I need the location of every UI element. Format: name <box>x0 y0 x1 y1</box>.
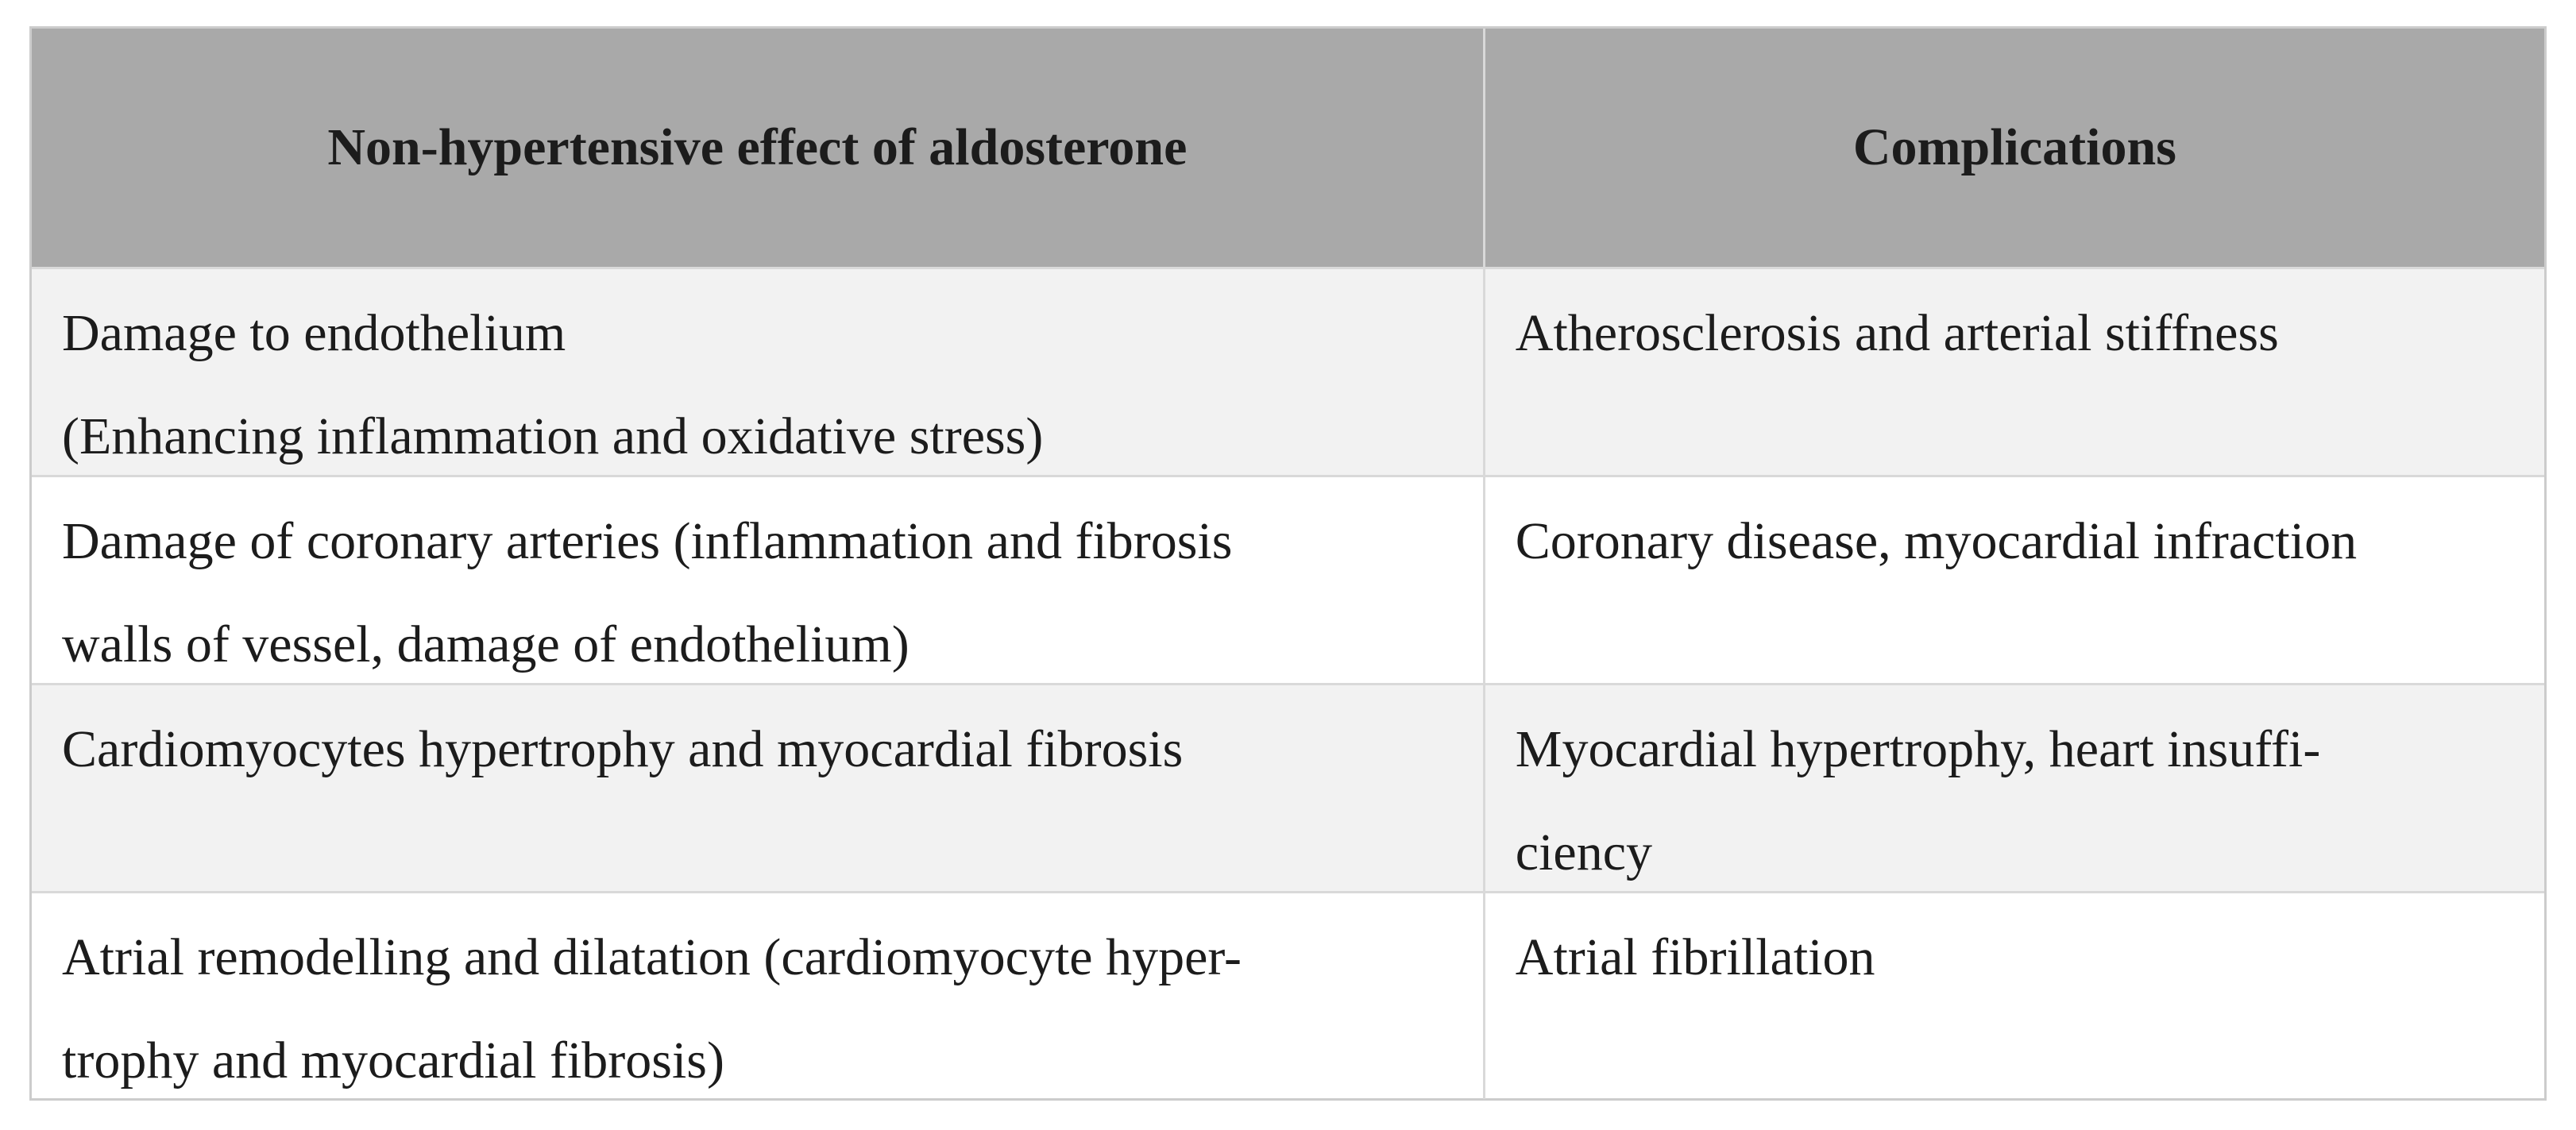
complication-cell: Myocardial hypertrophy, heart insuffi- c… <box>1485 685 2544 891</box>
column-header-complications: Complications <box>1852 118 2176 176</box>
complication-text: Coronary disease, myocardial infraction <box>1515 512 2358 570</box>
complication-cell: Coronary disease, myocardial infraction <box>1485 477 2544 683</box>
complication-text: Atrial fibrillation <box>1515 928 1875 986</box>
effect-cell: Cardiomyocytes hypertrophy and myocardia… <box>32 685 1485 891</box>
table-header-row: Non-hypertensive effect of aldosterone C… <box>32 29 2544 267</box>
effect-text: trophy and myocardial fibrosis) <box>62 1032 724 1090</box>
complication-text: ciency <box>1515 823 1652 881</box>
effect-text: Damage of coronary arteries (inflammatio… <box>62 512 1233 570</box>
column-header-effect: Non-hypertensive effect of aldosterone <box>32 29 1485 267</box>
table-row: Damage to endothelium (Enhancing inflamm… <box>32 267 2544 475</box>
complication-cell: Atherosclerosis and arterial stiffness <box>1485 269 2544 475</box>
effect-text: walls of vessel, damage of endothelium) <box>62 615 910 673</box>
effect-text: Damage to endothelium <box>62 304 566 362</box>
effect-cell: Atrial remodelling and dilatation (cardi… <box>32 893 1485 1099</box>
table-row: Atrial remodelling and dilatation (cardi… <box>32 891 2544 1099</box>
effect-cell: Damage of coronary arteries (inflammatio… <box>32 477 1485 683</box>
effect-text: Cardiomyocytes hypertrophy and myocardia… <box>62 720 1184 778</box>
table-row: Cardiomyocytes hypertrophy and myocardia… <box>32 683 2544 891</box>
aldosterone-effects-table: Non-hypertensive effect of aldosterone C… <box>29 26 2547 1101</box>
effect-cell: Damage to endothelium (Enhancing inflamm… <box>32 269 1485 475</box>
complication-text: Myocardial hypertrophy, heart insuffi- <box>1515 720 2321 778</box>
effect-text: (Enhancing inflammation and oxidative st… <box>62 407 1044 465</box>
table-row: Damage of coronary arteries (inflammatio… <box>32 475 2544 683</box>
complication-cell: Atrial fibrillation <box>1485 893 2544 1099</box>
effect-text: Atrial remodelling and dilatation (cardi… <box>62 928 1242 986</box>
complication-text: Atherosclerosis and arterial stiffness <box>1515 304 2279 362</box>
